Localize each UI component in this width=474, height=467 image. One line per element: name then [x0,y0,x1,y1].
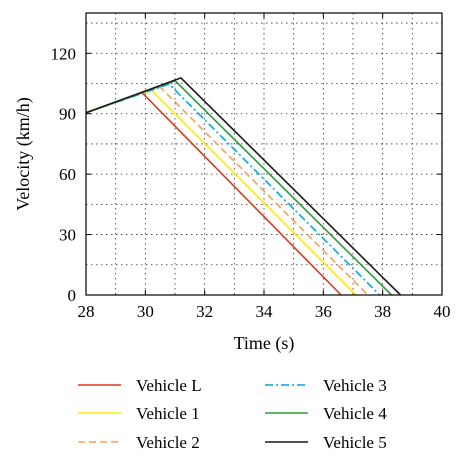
x-tick-label: 28 [78,302,95,321]
x-axis-label: Time (s) [234,333,295,354]
series-line [85,89,357,296]
series-lines [85,76,402,296]
y-tick-label: 120 [51,44,77,63]
series-line [85,92,342,296]
series-line [85,83,381,296]
axis-ticks: 28 30 32 34 36 38 40 0 30 60 90 120 [51,13,451,321]
x-tick-label: 40 [434,302,451,321]
x-tick-label: 34 [256,302,274,321]
legend-label: Vehicle L [136,376,202,395]
legend-label: Vehicle 1 [136,404,200,423]
y-tick-label: 30 [59,226,76,245]
y-tick-label: 90 [59,105,76,124]
legend-label: Vehicle 5 [323,433,387,452]
x-tick-label: 30 [137,302,154,321]
y-tick-label: 0 [68,286,77,305]
series-line [85,76,402,296]
x-tick-label: 38 [374,302,391,321]
legend-label: Vehicle 3 [323,376,387,395]
y-axis-label: Velocity (km/h) [13,97,34,210]
series-line [85,79,393,296]
x-tick-label: 32 [196,302,213,321]
y-tick-label: 60 [59,165,76,184]
x-tick-label: 36 [315,302,332,321]
grid [86,13,442,295]
legend-label: Vehicle 4 [323,404,387,423]
legend: Vehicle L Vehicle 1 Vehicle 2 Vehicle 3 Vehi… [78,376,387,452]
legend-label: Vehicle 2 [136,433,200,452]
